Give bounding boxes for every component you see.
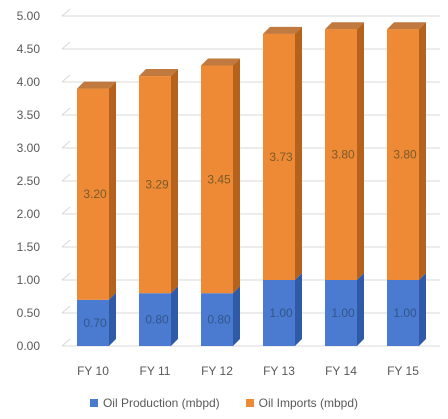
x-tick-label: FY 15 [387, 364, 419, 378]
bar-side [295, 273, 302, 346]
bar-segment-imports [77, 81, 116, 300]
y-tick-label: 2.00 [17, 207, 41, 221]
bar-segment-imports [139, 69, 178, 294]
bar-segment-production [387, 273, 426, 346]
bar-front [263, 280, 295, 346]
data-label: 3.45 [207, 172, 231, 186]
x-tick-label: FY 13 [263, 364, 295, 378]
bar-side [171, 69, 178, 294]
data-label: 3.80 [393, 148, 417, 162]
y-axis-tick-labels: 0.00 0.50 1.00 1.50 2.00 2.50 3.00 3.50 4.00 4.50… [17, 9, 41, 353]
bar-top [139, 69, 178, 77]
data-label: 1.00 [393, 306, 417, 320]
legend-item-production: Oil Production (mbpd) [89, 396, 220, 410]
bar-side [295, 26, 302, 280]
data-label: 0.80 [145, 313, 169, 327]
legend: Oil Production (mbpd) Oil Imports (mbpd) [0, 396, 448, 410]
gridline-depth [61, 338, 71, 347]
bar-front [387, 29, 419, 281]
bar-top [77, 81, 116, 89]
bar-front [139, 293, 171, 346]
y-tick-label: 5.00 [17, 9, 41, 23]
data-label: 0.70 [83, 316, 107, 330]
bar-segment-imports [201, 58, 240, 294]
bar-side [233, 58, 240, 294]
data-label: 3.20 [83, 187, 107, 201]
x-tick-label: FY 14 [325, 364, 357, 378]
bar-side [171, 286, 178, 346]
bar-segment-imports [263, 26, 302, 280]
bar-front [201, 65, 233, 294]
x-tick-label: FY 12 [201, 364, 233, 378]
legend-swatch-imports [245, 399, 254, 407]
gridline-depth [61, 41, 71, 50]
y-tick-label: 1.50 [17, 240, 41, 254]
bar-side [233, 286, 240, 346]
bar-side [419, 273, 426, 346]
bar-segment-imports [325, 22, 364, 281]
data-labels: 0.70 3.20 0.80 3.29 0.80 3.45 1.00 3.73 1.00 3.80… [83, 148, 417, 330]
data-label: 0.80 [207, 313, 231, 327]
bar-segment-production [263, 273, 302, 346]
bar-front [139, 76, 171, 294]
bar-top [201, 58, 240, 66]
gridline-depth [61, 206, 71, 215]
x-tick-label: FY 10 [77, 364, 109, 378]
gridlines [61, 8, 440, 347]
y-tick-label: 3.50 [17, 108, 41, 122]
bar-front [201, 293, 233, 346]
y-tick-label: 3.00 [17, 141, 41, 155]
legend-label-production: Oil Production (mbpd) [102, 396, 220, 410]
x-tick-label: FY 11 [140, 364, 171, 378]
bar-segment-production [201, 286, 240, 346]
bar-front [325, 29, 357, 281]
gridline-depth [61, 239, 71, 248]
bar-side [419, 22, 426, 280]
gridline-depth [61, 107, 71, 116]
gridline-depth [61, 8, 71, 17]
y-tick-label: 4.00 [17, 75, 41, 89]
bar-front [263, 33, 295, 280]
bar-top [387, 22, 426, 30]
bar-side [109, 292, 116, 346]
bar-segment-production [77, 292, 116, 346]
bar-front [77, 88, 109, 300]
bars [77, 22, 426, 346]
gridline-depth [61, 173, 71, 182]
data-label: 1.00 [269, 306, 293, 320]
bar-front [387, 280, 419, 346]
bar-side [357, 22, 364, 280]
data-label: 3.29 [145, 178, 169, 192]
y-tick-label: 2.50 [17, 174, 41, 188]
gridline-depth [61, 272, 71, 281]
data-label: 1.00 [331, 306, 355, 320]
bar-front [325, 280, 357, 346]
bar-segment-production [139, 286, 178, 346]
legend-swatch-production [89, 399, 98, 407]
data-label: 3.80 [331, 148, 355, 162]
bar-side [109, 81, 116, 300]
data-label: 3.73 [269, 150, 293, 164]
gridline-depth [61, 74, 71, 83]
y-tick-label: 1.00 [17, 273, 41, 287]
bar-front [77, 299, 109, 346]
bar-segment-imports [387, 22, 426, 281]
x-axis-tick-labels: FY 10 FY 11 FY 12 FY 13 FY 14 FY 15 [77, 364, 419, 378]
y-tick-label: 0.50 [17, 306, 41, 320]
legend-label-imports: Oil Imports (mbpd) [258, 396, 359, 410]
bar-top [325, 22, 364, 30]
gridline-depth [61, 140, 71, 149]
gridline-depth [61, 305, 71, 314]
bar-side [357, 273, 364, 346]
bar-segment-production [325, 273, 364, 346]
bar-top [263, 26, 302, 34]
legend-item-imports: Oil Imports (mbpd) [245, 396, 359, 410]
y-tick-label: 4.50 [17, 42, 41, 56]
y-tick-label: 0.00 [17, 339, 41, 353]
